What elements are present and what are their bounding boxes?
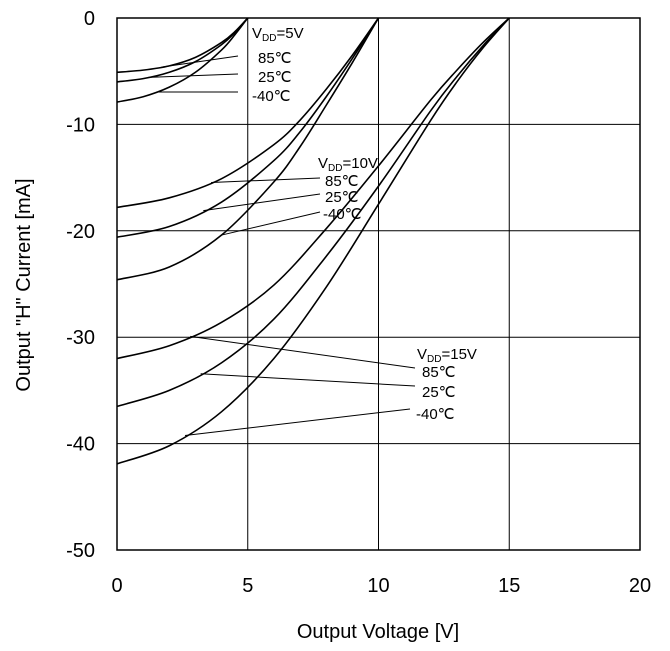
annotations: VDD=5V85℃25℃-40℃VDD=10V85℃25℃-40℃VDD=15V… xyxy=(252,25,477,423)
vdd-label-10v: VDD=10V xyxy=(318,155,378,174)
y-axis-title: Output "H" Current [mA] xyxy=(13,178,35,391)
curve-vdd15-minus40c xyxy=(116,17,510,465)
temp-label-10v: 85℃ xyxy=(325,173,359,190)
leader-line xyxy=(148,73,239,78)
curve-vdd5-25c xyxy=(116,17,249,83)
temp-label-5v: 25℃ xyxy=(258,69,292,86)
leader-line xyxy=(221,211,321,236)
x-tick-labels: 0 5 10 15 20 xyxy=(111,575,651,597)
leader-line xyxy=(184,408,411,437)
x-tick-label: 0 xyxy=(111,575,122,597)
x-tick-label: 10 xyxy=(367,575,389,597)
x-tick-label: 20 xyxy=(629,575,651,597)
y-tick-label: -30 xyxy=(66,327,95,349)
leader-line xyxy=(203,193,321,212)
y-tick-labels: 0 -10 -20 -30 -40 -50 xyxy=(66,8,95,562)
y-tick-label: -20 xyxy=(66,221,95,243)
x-tick-label: 5 xyxy=(242,575,253,597)
temp-label-15v: 25℃ xyxy=(422,384,456,401)
leader-line xyxy=(190,335,416,369)
vdd-label-5v: VDD=5V xyxy=(252,25,304,44)
y-tick-label: 0 xyxy=(84,8,95,30)
y-tick-label: -40 xyxy=(66,434,95,456)
annotation-leaders xyxy=(148,55,416,437)
curve-vdd10-minus40c xyxy=(116,17,380,281)
plot-frame xyxy=(116,17,641,551)
y-tick-label: -50 xyxy=(66,540,95,562)
curve-vdd5-minus40c xyxy=(116,17,249,103)
x-axis-title: Output Voltage [V] xyxy=(297,621,459,643)
curve-vdd10-25c xyxy=(116,17,380,238)
temp-label-15v: -40℃ xyxy=(416,406,455,423)
temp-label-10v: -40℃ xyxy=(323,206,362,223)
temp-label-5v: 85℃ xyxy=(258,50,292,67)
curve-vdd10-85c xyxy=(116,17,380,209)
temp-label-15v: 85℃ xyxy=(422,364,456,381)
leader-line xyxy=(161,55,239,68)
grid xyxy=(116,17,641,551)
temp-label-10v: 25℃ xyxy=(325,189,359,206)
leader-line xyxy=(211,177,321,183)
curve-vdd15-85c xyxy=(116,17,510,360)
vdd-label-15v: VDD=15V xyxy=(417,346,477,365)
leader-line xyxy=(200,373,416,387)
y-tick-label: -10 xyxy=(66,114,95,136)
temp-label-5v: -40℃ xyxy=(252,88,291,105)
x-tick-label: 15 xyxy=(498,575,520,597)
